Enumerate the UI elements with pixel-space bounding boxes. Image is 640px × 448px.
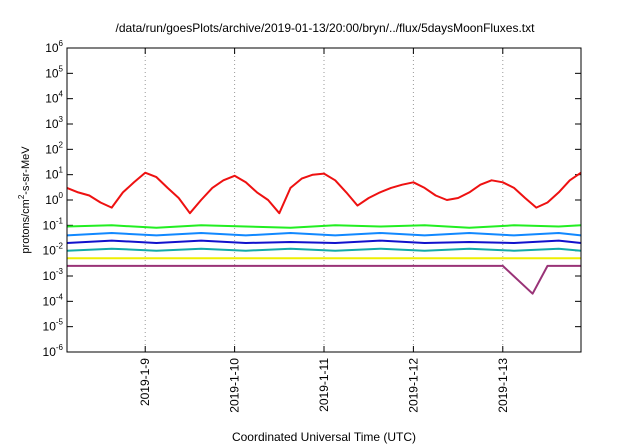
y-tick-label: 100 [45, 191, 63, 207]
series-line-2 [66, 232, 582, 237]
series-line-3 [66, 239, 582, 244]
y-axis-label-sup: 2 [17, 194, 26, 199]
y-tick-label: 101 [45, 166, 63, 182]
x-axis: 2019-1-9 2019-1-10 2019-1-11 2019-1-12 2019-… [138, 48, 510, 413]
y-tick-label: 106 [45, 39, 63, 55]
y-axis: 10-6 10-5 10-4 10-3 10-2 10-1 100 101 102 103 104 1… [43, 39, 581, 359]
y-tick-label: 102 [45, 140, 63, 156]
y-tick-label: 105 [45, 64, 63, 80]
y-tick-label: 104 [45, 90, 63, 106]
y-tick-label: 103 [45, 115, 63, 131]
y-axis-label-suffix: -s-sr-MeV [20, 146, 32, 195]
x-tick-label: 2019-1-13 [496, 358, 510, 413]
plot-frame [66, 47, 582, 353]
y-tick-label: 10-4 [43, 292, 64, 308]
y-axis-label: protons/cm2-s-sr-MeV [17, 146, 32, 254]
plot-series [66, 171, 582, 295]
y-axis-label-prefix: protons/cm [20, 199, 32, 253]
x-tick-label: 2019-1-11 [317, 358, 331, 412]
y-tick-label: 10-1 [43, 216, 64, 232]
series-line-6 [67, 264, 581, 295]
y-tick-label: 10-6 [43, 343, 64, 359]
x-tick-label: 2019-1-10 [228, 358, 242, 413]
y-tick-label: 10-5 [43, 318, 64, 334]
x-tick-label: 2019-1-12 [406, 358, 420, 413]
series-line-0 [66, 171, 582, 215]
y-tick-label: 10-3 [43, 267, 64, 283]
series-line-4 [66, 247, 582, 252]
chart-title: /data/run/goesPlots/archive/2019-01-13/2… [116, 21, 536, 35]
series-line-1 [66, 224, 582, 229]
y-tick-label: 10-2 [43, 242, 64, 258]
x-tick-label: 2019-1-9 [138, 358, 152, 406]
x-axis-label: Coordinated Universal Time (UTC) [232, 430, 416, 444]
